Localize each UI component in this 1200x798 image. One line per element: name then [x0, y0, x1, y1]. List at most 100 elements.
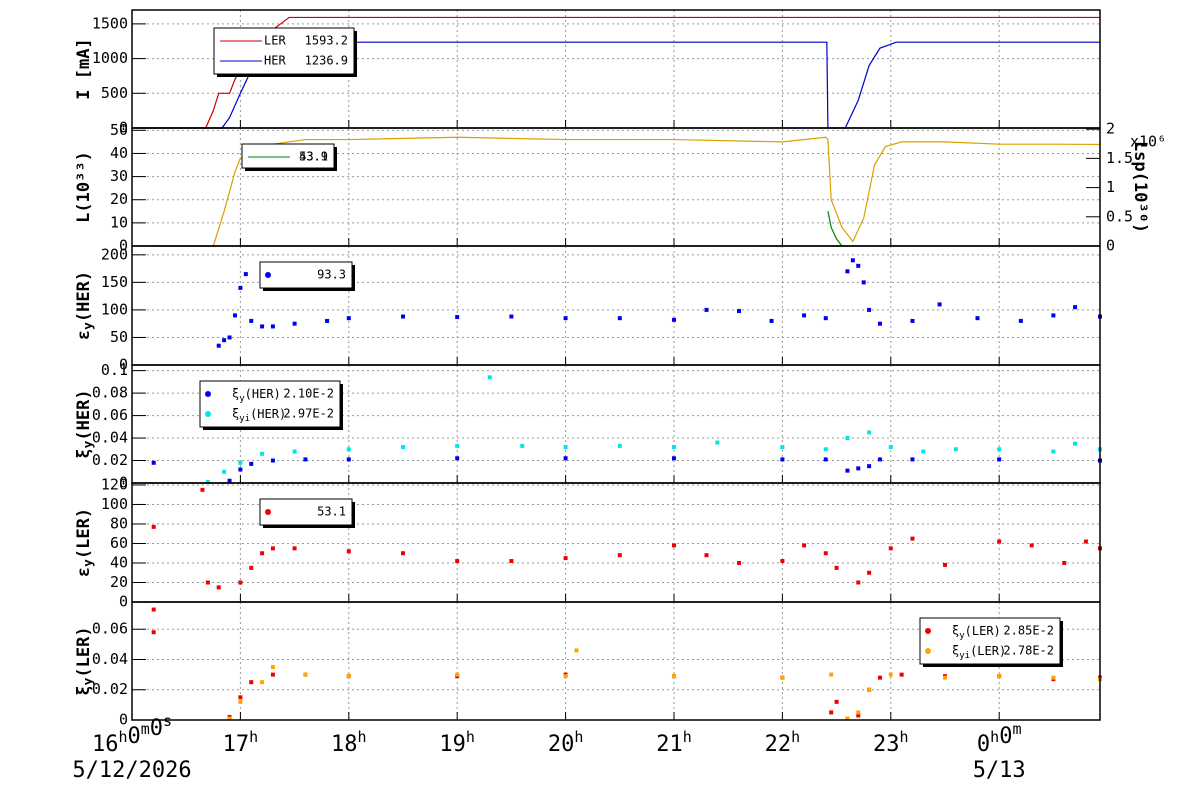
- data-point: [877, 321, 882, 326]
- data-point: [1051, 313, 1056, 318]
- legend-value: 2.78E-2: [1003, 644, 1054, 658]
- legend-value: 53.1: [299, 150, 328, 164]
- data-point: [292, 546, 297, 551]
- data-point: [216, 343, 221, 348]
- y-tick-label: 0.06: [92, 406, 128, 424]
- data-point: [997, 457, 1002, 462]
- data-point: [238, 460, 243, 465]
- data-point: [823, 316, 828, 321]
- y-tick-label: 0: [119, 474, 128, 492]
- data-point: [260, 324, 265, 329]
- legend-swatch: [205, 411, 211, 417]
- y-tick-label: 40: [110, 553, 128, 571]
- plot-frame: [131, 601, 1101, 721]
- data-point: [270, 546, 275, 551]
- data-point: [780, 559, 785, 564]
- data-point: [260, 451, 265, 456]
- data-point: [671, 445, 676, 450]
- data-point: [1051, 449, 1056, 454]
- data-point: [222, 469, 227, 474]
- data-point: [769, 318, 774, 323]
- y-axis-label: ξy(HER): [74, 389, 96, 458]
- data-point: [249, 318, 254, 323]
- y-tick-label: 0.02: [92, 451, 128, 469]
- panel: 00.020.040.060.080.1ξy(HER) ξy(HER) 2.10E-…: [74, 361, 1102, 492]
- data-point: [997, 674, 1002, 679]
- data-point: [260, 551, 265, 556]
- data-point: [151, 630, 156, 635]
- legend-swatch: [925, 648, 931, 654]
- data-point: [823, 447, 828, 452]
- y-tick-label: 0.1: [101, 361, 128, 379]
- y-tick-label: 0.08: [92, 384, 128, 402]
- data-point: [671, 674, 676, 679]
- series-line: [132, 41, 1100, 129]
- date-label: 5/12/2026: [72, 758, 191, 783]
- data-point: [942, 562, 947, 567]
- y-tick-label: 50: [110, 121, 128, 139]
- data-point: [910, 536, 915, 541]
- legend-value: 1593.2: [305, 34, 348, 48]
- y-tick-label: 80: [110, 514, 128, 532]
- data-point: [671, 456, 676, 461]
- data-point: [867, 687, 872, 692]
- data-point: [303, 672, 308, 677]
- y-tick-label: 0: [119, 593, 128, 611]
- data-point: [455, 456, 460, 461]
- series-line: [132, 16, 1100, 129]
- data-point: [346, 549, 351, 554]
- legend-value: 2.10E-2: [283, 387, 334, 401]
- legend-value: 53.1: [317, 505, 346, 519]
- y-tick-label: 500: [101, 84, 128, 102]
- data-point: [238, 285, 243, 290]
- legend-swatch: [265, 509, 271, 515]
- y-tick-label: 30: [110, 167, 128, 185]
- legend-box: [919, 617, 1061, 665]
- y-tick-label: 0.02: [92, 680, 128, 698]
- data-point: [227, 478, 232, 483]
- data-point: [942, 675, 947, 680]
- y-tick-label: 200: [101, 245, 128, 263]
- data-point: [227, 716, 232, 721]
- data-point: [861, 280, 866, 285]
- x-tick-label: 22h: [765, 728, 801, 758]
- data-point: [205, 479, 210, 484]
- data-point: [260, 680, 265, 685]
- data-point: [227, 335, 232, 340]
- x-tick-label: 0h0m: [977, 720, 1022, 758]
- data-point: [1029, 543, 1034, 548]
- data-point: [292, 321, 297, 326]
- data-point: [780, 675, 785, 680]
- y-axis-label: εy(LER): [74, 508, 96, 577]
- legend-value: 93.3: [317, 268, 346, 282]
- y2-tick-label: 2: [1106, 120, 1115, 138]
- panel: 0 500 1000 1500 I [mA] LER 1593.2 HER 1236.9: [74, 9, 1101, 137]
- data-point: [270, 458, 275, 463]
- data-point: [834, 565, 839, 570]
- data-point: [216, 585, 221, 590]
- y-tick-label: 1000: [92, 49, 128, 67]
- data-point: [1018, 318, 1023, 323]
- legend-label: LER: [264, 34, 286, 48]
- data-point: [888, 672, 893, 677]
- data-point: [238, 580, 243, 585]
- data-point: [850, 258, 855, 263]
- data-point: [346, 674, 351, 679]
- legend-box: [199, 380, 341, 428]
- legend-swatch: [205, 391, 211, 397]
- data-point: [856, 713, 861, 718]
- y-tick-label: 20: [110, 573, 128, 591]
- x-tick-label: 23h: [873, 728, 909, 758]
- data-point: [487, 375, 492, 380]
- data-point: [1073, 305, 1078, 310]
- legend-label: HER: [264, 54, 286, 68]
- data-point: [671, 543, 676, 548]
- data-point: [346, 316, 351, 321]
- data-point: [400, 314, 405, 319]
- y-tick-label: 50: [110, 328, 128, 346]
- y-tick-label: 100: [101, 495, 128, 513]
- data-point: [867, 430, 872, 435]
- data-point: [802, 313, 807, 318]
